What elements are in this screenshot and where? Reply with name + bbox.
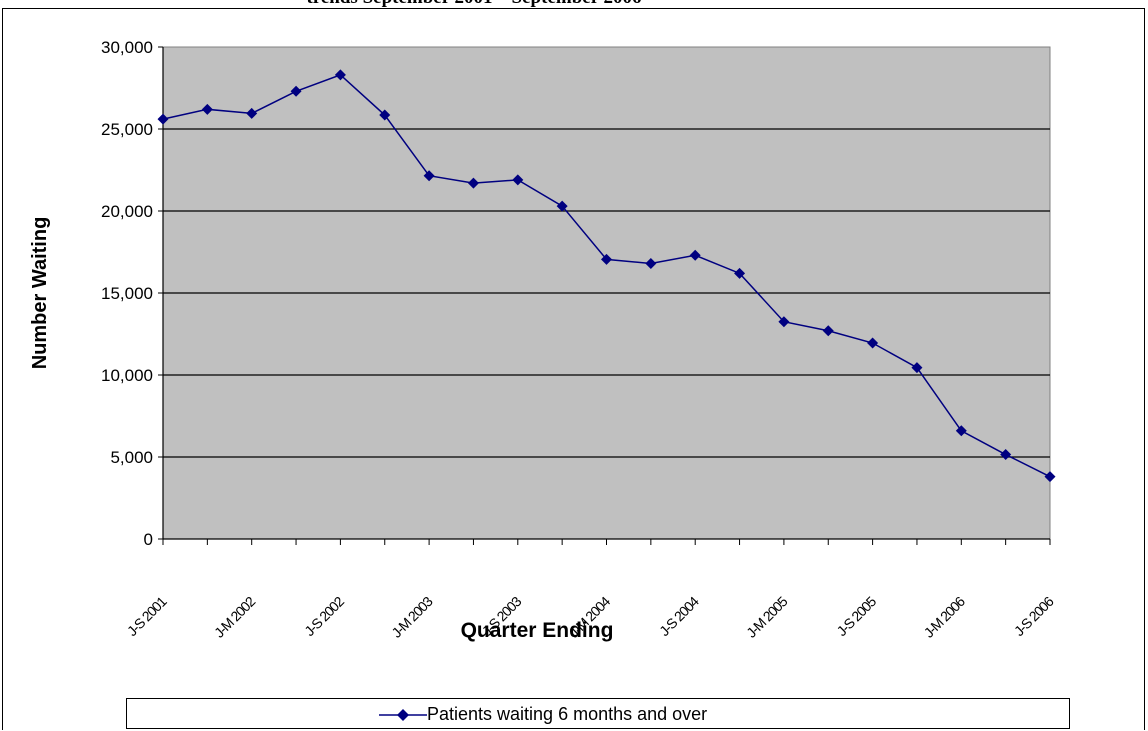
data-point bbox=[556, 200, 568, 212]
y-tick-label: 30,000 bbox=[101, 38, 153, 57]
legend-swatch bbox=[379, 709, 427, 721]
data-point bbox=[512, 174, 524, 186]
data-point bbox=[734, 267, 746, 279]
grid-lines bbox=[163, 128, 1050, 458]
chart-frame bbox=[2, 8, 1145, 730]
axes bbox=[158, 46, 1051, 545]
x-axis-label: Quarter Ending bbox=[461, 619, 614, 642]
x-tick-label: J-M 2002 bbox=[211, 593, 259, 641]
data-point bbox=[822, 325, 834, 337]
data-point bbox=[645, 257, 657, 269]
x-tick-label: J-S 2001 bbox=[124, 593, 170, 639]
legend: Patients waiting 6 months and over bbox=[126, 698, 1070, 729]
data-point bbox=[1000, 449, 1012, 461]
data-point bbox=[911, 362, 923, 374]
y-tick-label: 20,000 bbox=[101, 202, 153, 221]
y-tick-label: 5,000 bbox=[110, 448, 153, 467]
x-tick-label: J-M 2003 bbox=[388, 593, 436, 641]
data-point bbox=[778, 316, 790, 328]
y-tick-label: 15,000 bbox=[101, 284, 153, 303]
x-tick-label: J-M 2005 bbox=[743, 593, 791, 641]
data-point bbox=[955, 425, 967, 437]
data-point bbox=[867, 337, 879, 349]
data-point bbox=[689, 249, 701, 261]
data-point bbox=[1044, 471, 1056, 483]
y-tick-label: 25,000 bbox=[101, 120, 153, 139]
data-point bbox=[601, 253, 612, 265]
x-tick-label: J-S 2004 bbox=[656, 593, 702, 639]
data-point bbox=[157, 113, 169, 125]
x-tick-label: J-S 2006 bbox=[1011, 593, 1057, 639]
y-tick-label: 10,000 bbox=[101, 366, 153, 385]
data-point bbox=[334, 69, 346, 81]
legend-label: Patients waiting 6 months and over bbox=[427, 704, 708, 724]
data-point bbox=[246, 107, 258, 119]
chart-title: trends September 2001 – September 2006 bbox=[0, 0, 1048, 9]
x-tick-label: J-S 2002 bbox=[301, 593, 347, 639]
data-point bbox=[290, 85, 302, 97]
data-point bbox=[379, 109, 391, 121]
x-tick-label: J-S 2005 bbox=[833, 593, 879, 639]
data-point bbox=[467, 177, 479, 189]
y-tick-label: 0 bbox=[144, 530, 153, 549]
data-point bbox=[201, 103, 213, 115]
data-point bbox=[423, 170, 435, 182]
x-tick-label: J-M 2006 bbox=[920, 593, 968, 641]
series-layer bbox=[157, 69, 1056, 483]
y-tick-labels: 0 5,000 10,000 15,000 20,000 25,000 30,000 bbox=[101, 38, 153, 549]
y-axis-label: Number Waiting bbox=[29, 217, 51, 370]
